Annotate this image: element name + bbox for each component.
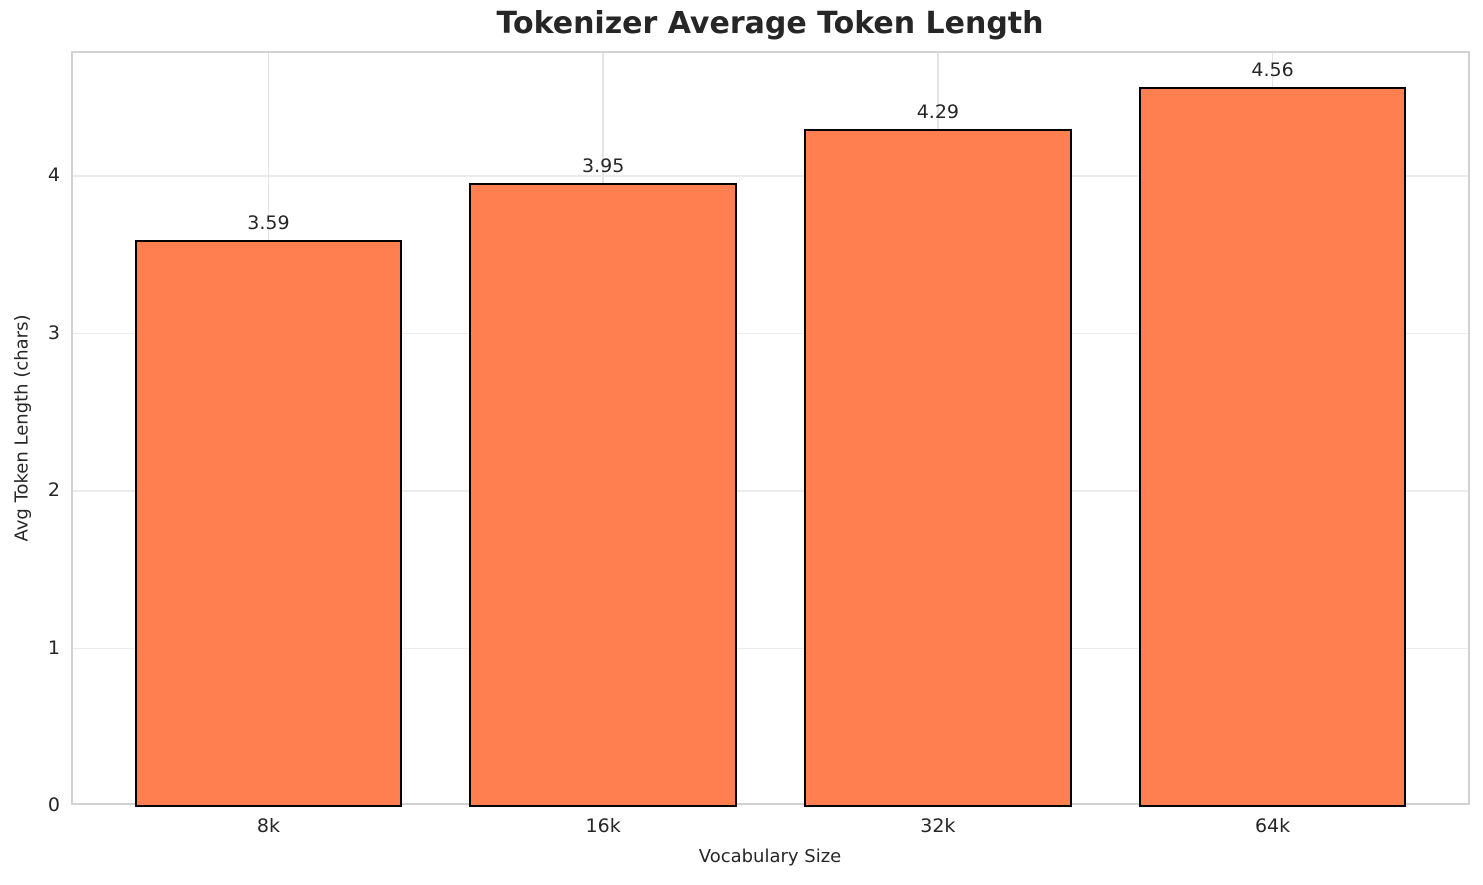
h-gridline: [73, 175, 1468, 177]
chart-title: Tokenizer Average Token Length: [496, 6, 1044, 41]
bar-value-label: 4.56: [1251, 58, 1294, 81]
y-tick-label: 4: [47, 164, 60, 187]
bar-value-label: 3.59: [247, 211, 290, 234]
bar-8k: [134, 239, 403, 807]
x-tick-label: 16k: [585, 815, 621, 837]
y-tick-label: 1: [47, 636, 60, 659]
x-tick-label: 32k: [920, 815, 956, 837]
h-gridline: [73, 490, 1468, 492]
bar-64k: [1138, 86, 1407, 807]
bar-16k: [469, 182, 738, 807]
x-tick-label: 8k: [256, 815, 280, 837]
h-gridline: [73, 332, 1468, 335]
y-tick-label: 2: [47, 479, 60, 502]
plot-area: 3.59 3.95 4.29 4.56: [71, 51, 1470, 807]
x-axis-label: Vocabulary Size: [698, 846, 842, 867]
y-axis-label: Avg Token Length (chars): [11, 314, 33, 542]
bar-32k: [803, 129, 1072, 807]
y-tick-label: 3: [47, 321, 60, 344]
bar-value-label: 4.29: [916, 101, 959, 124]
bar-value-label: 3.95: [581, 154, 625, 177]
h-gridline: [73, 647, 1468, 650]
y-tick-label: 0: [47, 794, 60, 816]
x-tick-label: 64k: [1254, 815, 1291, 837]
